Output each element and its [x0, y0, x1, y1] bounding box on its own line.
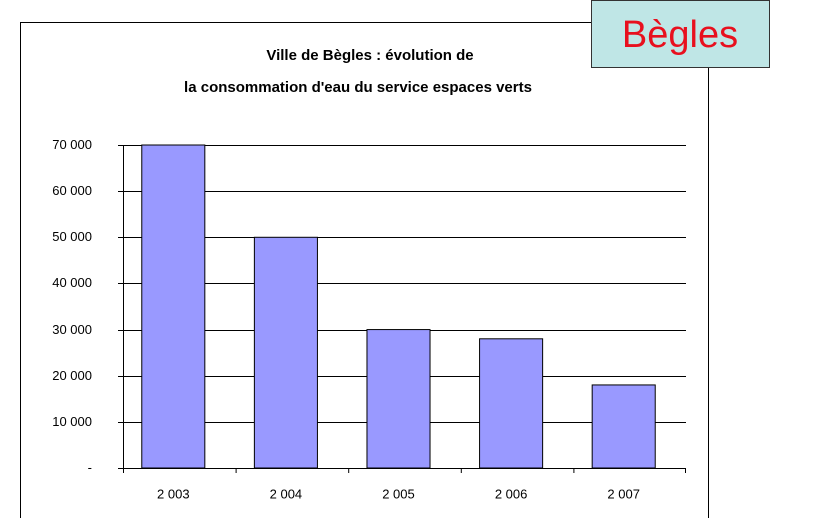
y-tick-label: 10 000	[52, 414, 92, 429]
y-tick-label: -	[88, 460, 92, 475]
x-tick-label: 2 005	[382, 486, 415, 501]
annotation-box	[591, 0, 770, 68]
y-tick-label: 70 000	[52, 137, 92, 152]
chart-title: la consommation d'eau du service espaces…	[184, 79, 532, 96]
x-tick-label: 2 007	[607, 486, 640, 501]
x-tick-label: 2 004	[270, 486, 303, 501]
bar	[141, 144, 206, 469]
x-tick-label: 2 003	[157, 486, 190, 501]
x-tick-label: 2 006	[495, 486, 528, 501]
bar	[366, 329, 431, 469]
y-tick-label: 20 000	[52, 368, 92, 383]
bar	[479, 338, 544, 469]
y-tick-label: 40 000	[52, 275, 92, 290]
y-tick-label: 50 000	[52, 229, 92, 244]
y-tick-label: 60 000	[52, 183, 92, 198]
y-tick-label: 30 000	[52, 322, 92, 337]
annotation: Bègles	[622, 14, 738, 56]
chart-title: Ville de Bègles : évolution de	[266, 47, 473, 64]
bar	[253, 236, 318, 469]
bar	[591, 384, 656, 469]
